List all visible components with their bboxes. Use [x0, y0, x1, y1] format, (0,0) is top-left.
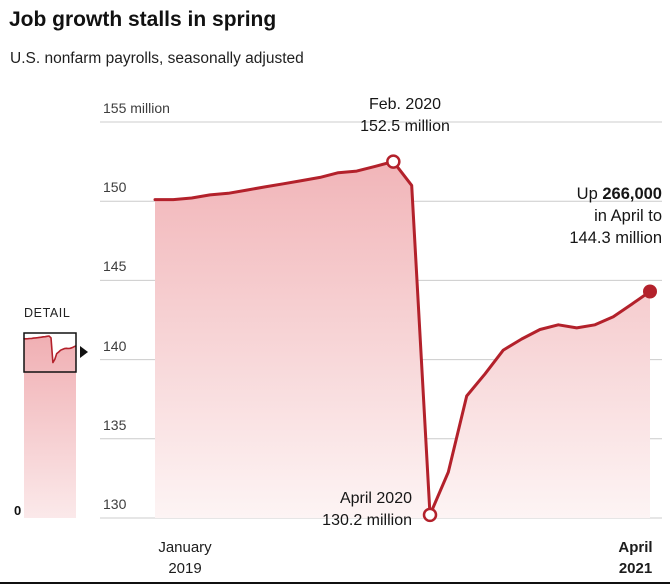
latest-annotation-line2: in April to [594, 207, 662, 225]
latest-annotation: Up 266,000 in April to 144.3 million [462, 183, 662, 249]
y-tick-label: 135 [103, 416, 127, 433]
y-tick-label: 140 [103, 337, 127, 354]
peak-annotation-value: 152.5 million [360, 118, 450, 135]
peak-annotation-date: Feb. 2020 [368, 96, 442, 113]
peak-annotation: Feb. 2020 152.5 million [305, 94, 505, 138]
payrolls-area [155, 161, 650, 518]
latest-annotation-value: 144.3 million [569, 229, 662, 247]
chart-subtitle: U.S. nonfarm payrolls, seasonally adjust… [10, 50, 304, 67]
bottom-rule [0, 582, 670, 584]
detail-box [23, 332, 77, 373]
trough-marker [422, 507, 438, 523]
payrolls-line [153, 160, 652, 517]
chart-title: Job growth stalls in spring [9, 8, 277, 31]
detail-label: DETAIL [24, 306, 71, 320]
trough-annotation: April 2020 130.2 million [212, 488, 412, 532]
latest-annotation-change: Up 266,000 [576, 185, 662, 203]
trough-annotation-value: 130.2 million [322, 512, 412, 529]
y-tick-label: 130 [103, 496, 127, 512]
detail-line [23, 335, 77, 364]
latest-marker [643, 284, 657, 299]
peak-marker [386, 154, 401, 169]
y-tick-label: 150 [103, 179, 127, 196]
detail-pointer-icon [80, 346, 88, 358]
x-axis-label-end: April 2021 [618, 539, 653, 577]
detail-area [24, 336, 76, 518]
trough-annotation-date: April 2020 [339, 490, 412, 507]
detail-zero-label: 0 [14, 503, 22, 518]
x-axis-label-start: January 2019 [158, 539, 212, 577]
y-tick-label: 155 million [103, 100, 170, 116]
y-tick-label: 145 [103, 258, 127, 275]
